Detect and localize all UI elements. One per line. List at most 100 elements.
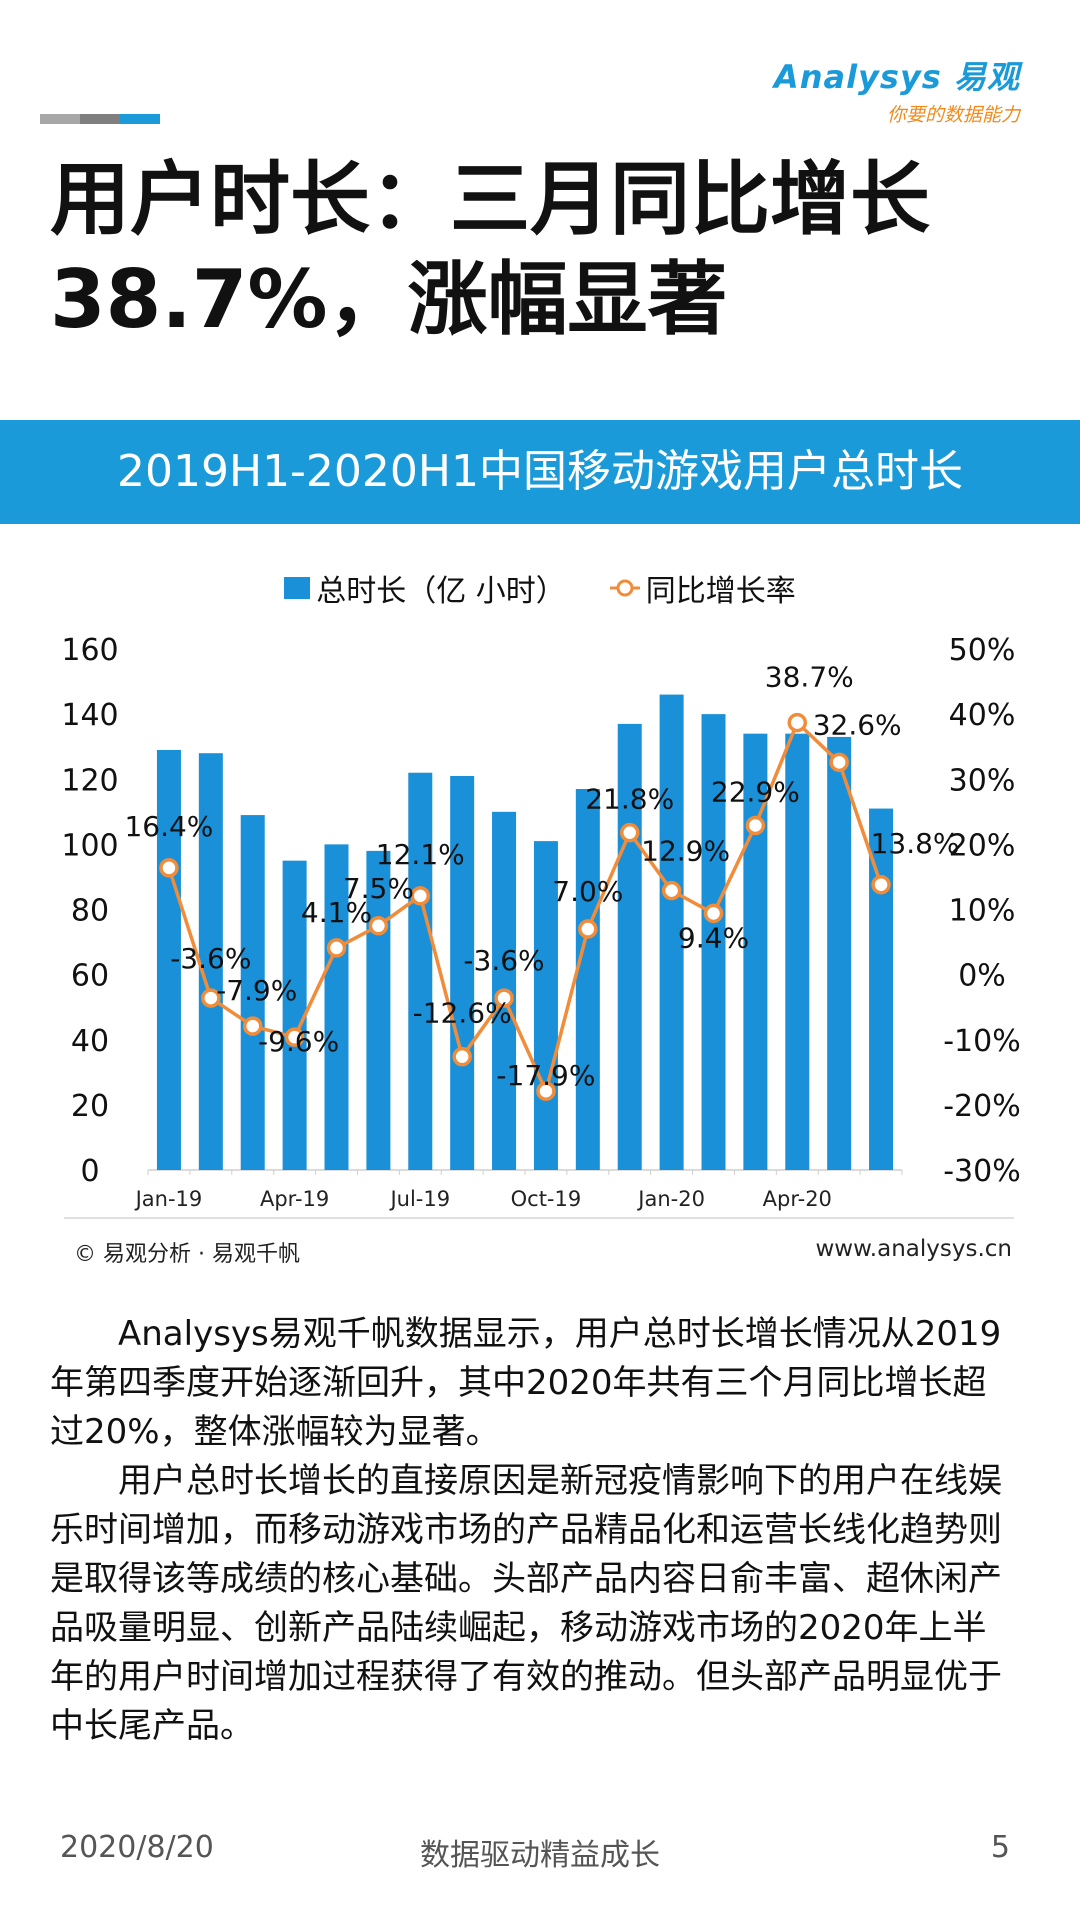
bar-Jul-19 [408, 772, 433, 1170]
growth-data-label: 9.4% [678, 921, 749, 954]
growth-point-Oct-19 [536, 1081, 556, 1101]
bar-Mar-19 [240, 815, 265, 1170]
growth-point-Apr-20 [787, 712, 808, 733]
page-title-line-1: 用户时长：三月同比增长 [50, 153, 930, 246]
x-tick-label: Apr-20 [763, 1187, 832, 1211]
x-tick-label: Jan-20 [636, 1187, 705, 1211]
accent-bar-dark [80, 114, 120, 124]
growth-data-label: -17.9% [496, 1059, 595, 1092]
growth-point-Jan-20 [661, 880, 682, 901]
accent-bar-light [40, 114, 80, 124]
title-accent-bars [40, 114, 160, 124]
growth-point-Mar-19 [242, 1016, 263, 1036]
growth-point-Dec-19 [619, 822, 640, 843]
bar-Jun-20 [869, 808, 894, 1170]
page-number: 5 [990, 1830, 1010, 1865]
bar-Aug-19 [450, 775, 475, 1170]
legend-item-line: 同比增长率 [609, 566, 796, 610]
y-left-tick-label: 0 [80, 1154, 99, 1189]
bar-Oct-19 [533, 841, 558, 1170]
x-tick-label: Jan-19 [134, 1187, 203, 1211]
growth-data-label: 4.1% [301, 896, 372, 929]
paragraph-2: 用户总时长增长的直接原因是新冠疫情影响下的用户在线娱乐时间增加，而移动游戏市场的… [50, 1461, 1002, 1746]
growth-data-label: -12.6% [413, 997, 512, 1030]
analysis-text: Analysys易观千帆数据显示，用户总时长增长情况从2019年第四季度开始逐渐… [50, 1310, 1020, 1751]
y-left-tick-label: 160 [61, 633, 118, 668]
bar-Jan-20 [659, 694, 684, 1170]
bar-Apr-20 [785, 733, 810, 1170]
brand-name: Analysys 易观 [773, 58, 1020, 96]
bar-Nov-19 [575, 789, 600, 1170]
y-left-tick-label: 20 [71, 1089, 109, 1124]
y-left-tick-label: 60 [71, 959, 109, 994]
bar-May-20 [827, 736, 852, 1170]
bar-May-19 [324, 844, 349, 1170]
y-right-tick-label: 10% [949, 894, 1016, 929]
page-title: 用户时长：三月同比增长 38.7%，涨幅显著 [50, 150, 1030, 350]
x-tick-label: Oct-19 [511, 1187, 582, 1211]
y-right-tick-label: 20% [949, 828, 1016, 863]
bar-Dec-19 [617, 723, 642, 1170]
bar-Apr-19 [282, 860, 307, 1170]
growth-point-May-20 [829, 752, 849, 773]
growth-data-label: -9.6% [258, 1025, 339, 1058]
growth-data-label: 7.0% [552, 875, 623, 908]
y-left-tick-label: 40 [71, 1024, 109, 1059]
legend-item-bar: 总时长（亿 小时） [284, 566, 566, 610]
growth-data-label: 21.8% [585, 783, 674, 816]
chart-title-banner: 2019H1-2020H1中国移动游戏用户总时长 [0, 420, 1080, 524]
duration-chart: 0 20 40 60 80 100 120 140 160 -30% -20% -10% 0% 10% 20… [61, 633, 1021, 1219]
growth-point-Jun-19 [368, 916, 389, 936]
y-right-tick-label: 30% [949, 763, 1016, 798]
growth-point-Aug-19 [452, 1046, 472, 1067]
chart-source: © 易观分析 · 易观千帆 [74, 1242, 300, 1267]
growth-point-Sep-19 [494, 988, 514, 1008]
growth-data-label: -7.9% [216, 974, 297, 1007]
bar-Jun-19 [366, 850, 391, 1170]
brand-logo: Analysys 易观 你要的数据能力 [774, 52, 1020, 127]
y-left-tick-label: 80 [71, 894, 109, 929]
y-left-tick-label: 100 [61, 828, 118, 863]
growth-data-label: 32.6% [813, 708, 902, 741]
bar-Feb-19 [198, 753, 223, 1170]
growth-data-label: -3.6% [463, 944, 544, 977]
growth-data-label: -3.6% [170, 942, 251, 975]
y-right-tick-label: 40% [949, 698, 1016, 733]
y-right-tick-label: 0% [958, 959, 1006, 994]
y-right-tick-label: -30% [943, 1154, 1021, 1189]
growth-point-Apr-19 [284, 1027, 305, 1047]
accent-bar-blue [120, 114, 160, 124]
growth-data-label: 38.7% [765, 661, 854, 694]
growth-point-Jul-19 [410, 886, 431, 906]
growth-data-label: 7.5% [343, 872, 414, 905]
legend-bar-swatch [284, 577, 311, 599]
legend-line-swatch [609, 579, 640, 597]
growth-point-Feb-20 [703, 903, 724, 924]
growth-data-label: 13.8% [871, 827, 960, 860]
chart-legend: 总时长（亿 小时） 同比增长率 [0, 566, 1080, 610]
growth-point-Nov-19 [578, 919, 598, 939]
growth-data-label: 22.9% [711, 775, 800, 808]
legend-line-label: 同比增长率 [645, 574, 796, 609]
footer-date: 2020/8/20 [60, 1830, 214, 1865]
x-tick-label: Apr-19 [260, 1187, 329, 1211]
growth-point-Jun-20 [871, 875, 891, 895]
y-right-tick-label: -20% [943, 1089, 1021, 1124]
legend-bar-label: 总时长（亿 小时） [316, 574, 566, 609]
paragraph-1: Analysys易观千帆数据显示，用户总时长增长情况从2019年第四季度开始逐渐… [50, 1314, 1002, 1452]
y-left-tick-label: 120 [61, 763, 118, 798]
source-url: www.analysys.cn [815, 1236, 1012, 1262]
footer-slogan: 数据驱动精益成长 [420, 1838, 660, 1873]
growth-data-label: 16.4% [124, 810, 213, 843]
growth-point-Mar-20 [745, 815, 766, 836]
bar-Jan-19 [156, 749, 181, 1170]
growth-point-Jan-19 [159, 858, 179, 878]
x-tick-label: Jul-19 [388, 1187, 450, 1211]
brand-slogan: 你要的数据能力 [886, 104, 1020, 126]
growth-data-label: 12.9% [641, 835, 730, 868]
growth-data-label: 12.1% [376, 838, 465, 871]
y-right-tick-label: -10% [943, 1024, 1021, 1059]
growth-point-May-19 [326, 938, 347, 958]
page-title-line-2: 38.7%，涨幅显著 [50, 253, 728, 346]
y-right-tick-label: 50% [949, 633, 1016, 668]
